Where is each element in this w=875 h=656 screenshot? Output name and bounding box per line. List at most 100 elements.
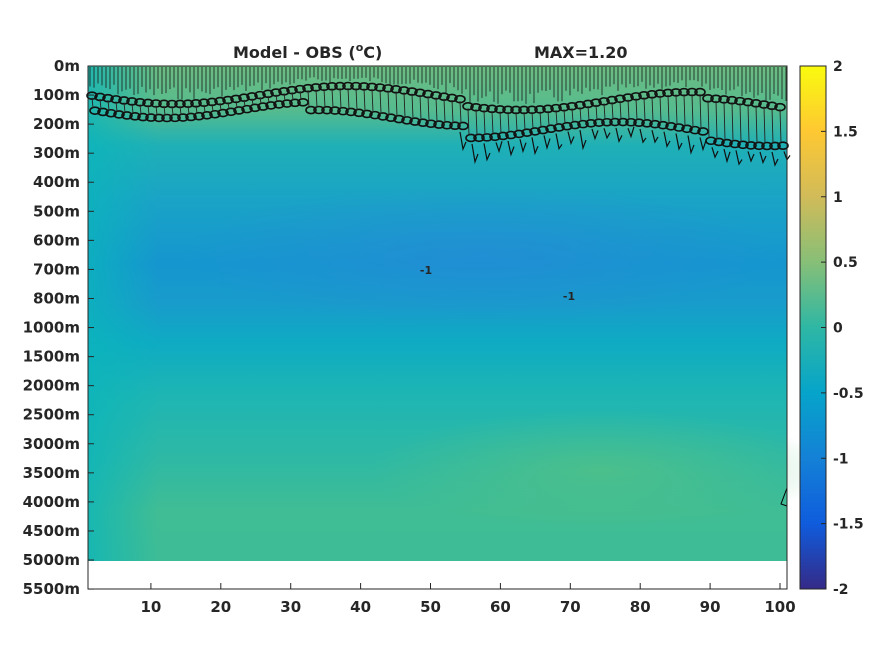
colorbar-tick-label: 1.5 (833, 124, 858, 140)
y-tick-label: 2500m (23, 406, 80, 424)
contour-loop (409, 117, 421, 126)
contour-loop (721, 138, 733, 148)
contour-line (495, 141, 503, 154)
contour-loop (257, 102, 269, 111)
contour-line (519, 139, 527, 154)
contour-loop (577, 119, 589, 129)
colorbar: 2 1.5 1 0.5 0 -0.5 -1 -1.5 -2 (799, 59, 864, 598)
contour-line (99, 98, 102, 110)
contour-line (411, 93, 414, 119)
contour-line (747, 151, 755, 163)
contour-line (715, 100, 718, 139)
contour-loop (361, 109, 373, 119)
contour-loop (745, 141, 757, 150)
contour-line (451, 99, 454, 123)
contour-line (591, 128, 599, 141)
contour-line (483, 143, 491, 162)
contour-loop (753, 141, 765, 151)
contour-loop (225, 107, 237, 117)
x-tick-label: 50 (420, 598, 441, 616)
contour-loop (761, 141, 773, 151)
contour-line (475, 109, 478, 135)
colorbar-tick-label: 2 (833, 59, 843, 75)
contour-loop (489, 132, 501, 142)
y-tick-label: 4500m (23, 522, 80, 540)
contour-line (723, 148, 731, 164)
contour-loop (521, 128, 533, 137)
y-tick-label: 5500m (23, 580, 80, 598)
contour-line (155, 105, 158, 115)
contour-line (107, 100, 110, 111)
contour-line (307, 90, 310, 108)
contour-loop (481, 133, 493, 142)
contour-line (651, 96, 654, 122)
contour-line (395, 91, 398, 117)
contour-line (563, 109, 566, 124)
contour-line (363, 88, 366, 111)
x-tick-label: 70 (560, 598, 581, 616)
x-tick-label: 20 (210, 598, 231, 616)
contour-loop (529, 127, 541, 136)
contour-line (731, 102, 734, 142)
contour-loop (713, 137, 725, 147)
contour-loop (601, 117, 613, 127)
contour-loop (657, 120, 669, 130)
contour-line (663, 131, 671, 148)
y-tick-label: 2000m (23, 377, 80, 395)
contour-line (639, 128, 647, 144)
contour-line (587, 105, 590, 121)
contour-loop (281, 99, 293, 108)
colorbar-tick-label: -2 (833, 582, 849, 598)
contour-line (579, 107, 582, 122)
contour-line (675, 133, 683, 151)
contour-line (163, 105, 166, 116)
contour-line (747, 104, 750, 143)
contour-loop (169, 113, 181, 123)
contour-loop (377, 112, 389, 121)
contour-label-1: -1 (420, 264, 432, 277)
contour-line (691, 93, 694, 128)
contour-loop (345, 107, 357, 117)
contour-line (355, 88, 358, 110)
contour-line (771, 151, 779, 167)
colorbar-tick-label: 0.5 (833, 255, 858, 271)
contour-loop (337, 106, 349, 116)
contour-loop (329, 106, 341, 115)
contour-loop (769, 141, 781, 151)
contour-line (203, 104, 206, 113)
contour-line (627, 126, 635, 139)
contour-loop (201, 111, 213, 120)
contour-line (699, 94, 702, 129)
contour-line (555, 110, 558, 125)
chart-title: Model - OBS (oC) (233, 41, 382, 62)
contour-loop (137, 112, 149, 122)
contour-loop (641, 119, 653, 128)
colorbar-tick-label: -1.5 (833, 517, 864, 533)
contour-line (275, 94, 278, 102)
contour-line (419, 94, 422, 120)
contour-loop (97, 107, 109, 117)
contour-loop (305, 105, 317, 115)
contour-line (635, 98, 638, 120)
y-tick-label: 600m (33, 231, 80, 249)
colorbar-tick-label: -0.5 (833, 386, 864, 402)
contour-line (611, 102, 614, 120)
y-tick-label: 500m (33, 202, 80, 220)
contour-loop (209, 109, 221, 119)
contour-line (531, 137, 539, 156)
x-tick-label: 40 (350, 598, 371, 616)
contour-line (467, 108, 470, 136)
contour-loop (697, 127, 709, 136)
heatmap-west-boundary (88, 66, 158, 561)
contour-line (267, 95, 270, 103)
contour-loop (513, 129, 525, 139)
contour-loop (497, 131, 509, 141)
contour-loop (113, 110, 125, 119)
y-tick-label: 400m (33, 173, 80, 191)
contour-loop (193, 111, 205, 121)
contour-line (567, 131, 575, 146)
contour-line (283, 93, 286, 101)
contour-line (491, 110, 494, 134)
contour-line (571, 108, 574, 123)
